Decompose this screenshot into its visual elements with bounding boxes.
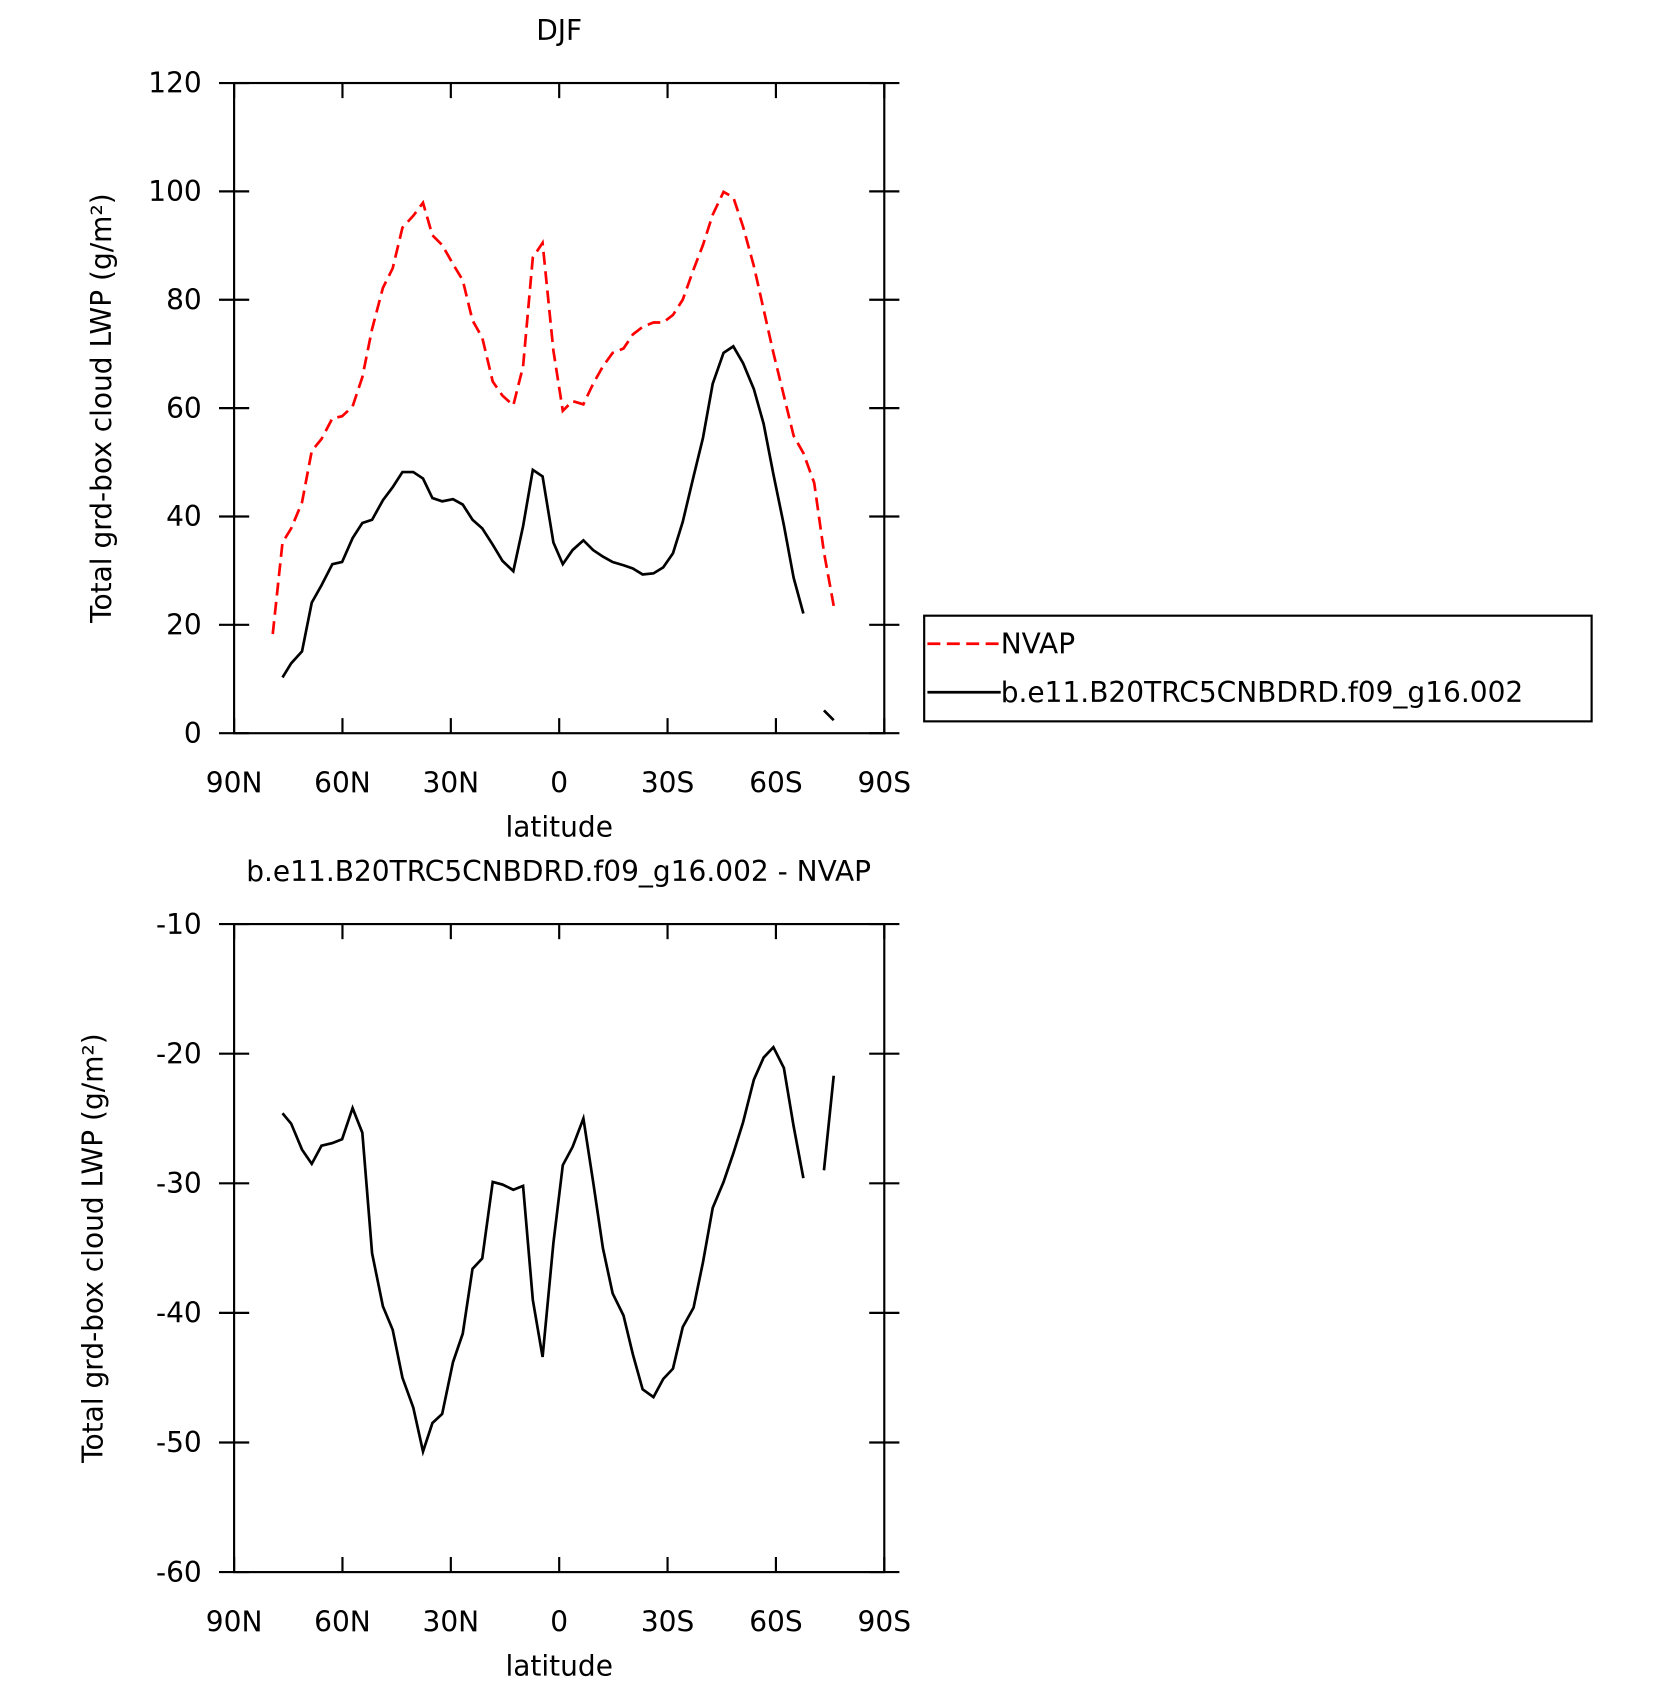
- y-tick-label: 60: [166, 392, 202, 425]
- x-tick-label: 90S: [858, 1605, 911, 1638]
- data-line: [271, 190, 836, 635]
- x-axis-label: latitude: [505, 811, 612, 844]
- x-tick-label: 30N: [423, 767, 480, 800]
- y-tick-label: 20: [166, 609, 202, 642]
- data-line: [281, 1044, 836, 1457]
- legend-label: NVAP: [1001, 627, 1075, 660]
- y-tick-label: 80: [166, 283, 202, 316]
- y-tick-label: 40: [166, 500, 202, 533]
- x-axis-label: latitude: [505, 1650, 612, 1681]
- chart-title: DJF: [536, 14, 582, 47]
- y-tick-label: -20: [156, 1037, 202, 1070]
- legend-box: [923, 614, 1593, 723]
- x-tick-label: 0: [550, 767, 568, 800]
- plot-frame: [233, 922, 886, 1574]
- data-line: [281, 344, 835, 722]
- y-axis-label: Total grd-box cloud LWP (g/m²): [85, 193, 118, 624]
- x-tick-label: 0: [550, 1605, 568, 1638]
- x-tick-label: 30S: [641, 1605, 694, 1638]
- y-tick-label: -50: [156, 1426, 202, 1459]
- y-tick-label: -40: [156, 1297, 202, 1330]
- chart-title: b.e11.B20TRC5CNBDRD.f09_g16.002 - NVAP: [246, 855, 871, 888]
- y-axis-label: Total grd-box cloud LWP (g/m²): [77, 1033, 110, 1464]
- x-tick-label: 60S: [749, 1605, 802, 1638]
- y-tick-label: -60: [156, 1556, 202, 1589]
- x-tick-label: 90N: [206, 1605, 263, 1638]
- x-tick-label: 30S: [641, 767, 694, 800]
- x-tick-label: 90N: [206, 767, 263, 800]
- x-tick-label: 60S: [749, 767, 802, 800]
- x-tick-label: 30N: [423, 1605, 480, 1638]
- y-tick-label: 100: [148, 175, 201, 208]
- x-tick-label: 60N: [314, 767, 371, 800]
- y-tick-label: 0: [184, 717, 202, 750]
- y-tick-label: 120: [148, 67, 201, 100]
- y-tick-label: -10: [156, 908, 202, 941]
- x-tick-label: 90S: [858, 767, 911, 800]
- y-tick-label: -30: [156, 1167, 202, 1200]
- legend-label: b.e11.B20TRC5CNBDRD.f09_g16.002: [1001, 676, 1524, 709]
- x-tick-label: 60N: [314, 1605, 371, 1638]
